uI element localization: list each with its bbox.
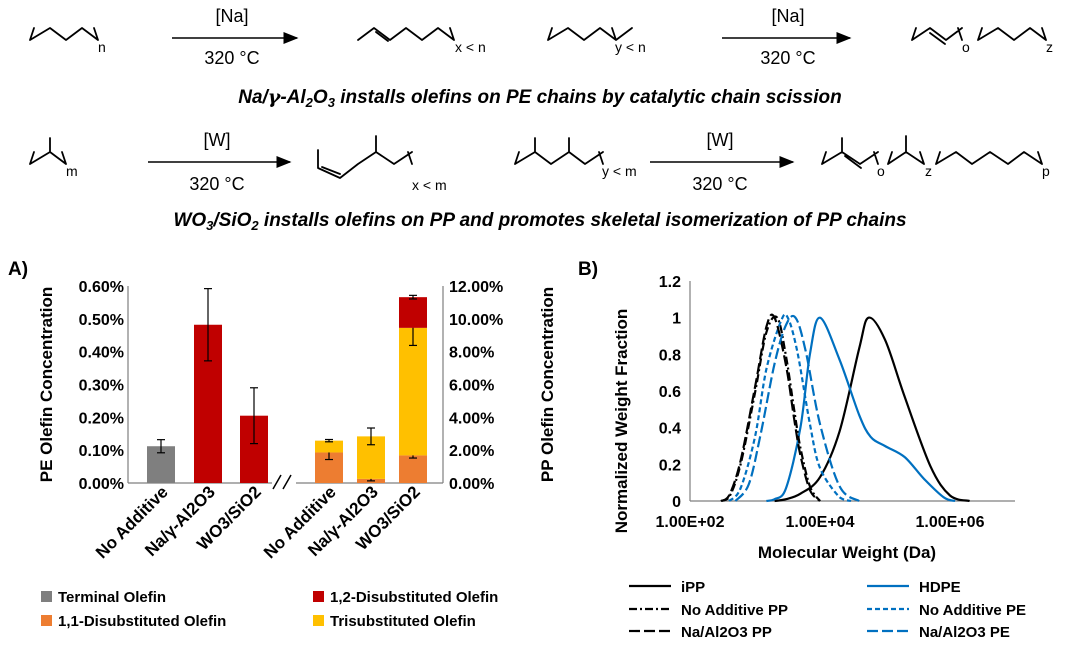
pp-y-tick-label: 10.00% bbox=[449, 312, 503, 329]
y-tick-label: 0.8 bbox=[659, 347, 681, 364]
pp-olefin-structure bbox=[317, 135, 413, 179]
pe-r2-temp: 320 °C bbox=[760, 48, 815, 68]
y-tick-label: 0.2 bbox=[659, 457, 681, 474]
legend-swatch-disub12 bbox=[313, 591, 324, 602]
pe-internal-olefin-structure bbox=[911, 27, 1047, 45]
bar-trisub bbox=[399, 327, 427, 456]
y-tick-label: 0 bbox=[672, 494, 681, 511]
pe-polymer-structure bbox=[29, 27, 99, 41]
pe-subscript-x-lt-n: x < n bbox=[455, 39, 486, 55]
pe-y-tick-label: 0.60% bbox=[79, 279, 124, 296]
pe-r1-catalyst: [Na] bbox=[215, 6, 248, 26]
pe-caption: Na/γ-Al2O3 installs olefins on PE chains… bbox=[238, 86, 842, 110]
pe-subscript-y-lt-n: y < n bbox=[615, 39, 646, 55]
pe-y-axis-title: PE Olefin Concentration bbox=[37, 287, 56, 483]
reaction-scheme: n [Na] 320 °C x < n y < n [Na] 320 °C o … bbox=[29, 6, 1053, 233]
pe-r2-catalyst: [Na] bbox=[771, 6, 804, 26]
pe-subscript-o: o bbox=[962, 39, 970, 55]
pp-subscript-x-lt-m: x < m bbox=[412, 177, 447, 193]
pp-y-tick-label: 12.00% bbox=[449, 279, 503, 296]
panel-b-label: B) bbox=[578, 259, 598, 280]
pp-y-tick-label: 2.00% bbox=[449, 443, 494, 460]
pe-y-tick-label: 0.00% bbox=[79, 476, 124, 493]
pp-y-tick-label: 8.00% bbox=[449, 345, 494, 362]
pp-y-tick-label: 4.00% bbox=[449, 410, 494, 427]
y-tick-label: 0.6 bbox=[659, 384, 681, 401]
pp-caption: WO3/SiO2 installs olefins on PP and prom… bbox=[173, 210, 906, 233]
x-axis-title: Molecular Weight (Da) bbox=[758, 543, 936, 562]
pp-subscript-y-lt-m: y < m bbox=[602, 163, 637, 179]
y-tick-label: 1 bbox=[672, 311, 681, 328]
pp-subscript-p: p bbox=[1042, 163, 1050, 179]
legend-label: Trisubstituted Olefin bbox=[330, 613, 476, 630]
pe-y-tick-label: 0.30% bbox=[79, 378, 124, 395]
series-line-na-al2o3-pe bbox=[734, 314, 860, 502]
pe-subscript-n: n bbox=[98, 39, 106, 55]
bar-disub11 bbox=[399, 455, 427, 483]
pp-r1-temp: 320 °C bbox=[189, 174, 244, 194]
pe-oligomer-structure bbox=[547, 27, 633, 41]
series-line-no-additive-pp bbox=[720, 315, 821, 503]
legend-label: No Additive PP bbox=[681, 602, 788, 619]
pp-isomerized-structure bbox=[821, 135, 1043, 169]
legend-label: HDPE bbox=[919, 579, 961, 596]
pe-y-tick-label: 0.10% bbox=[79, 443, 124, 460]
pp-y-tick-label: 0.00% bbox=[449, 476, 494, 493]
legend-label: Na/Al2O3 PE bbox=[919, 624, 1010, 641]
x-tick-label: 1.00E+02 bbox=[656, 514, 725, 531]
pp-subscript-z: z bbox=[925, 163, 932, 179]
pp-oligomer-structure bbox=[514, 137, 604, 165]
y-tick-label: 1.2 bbox=[659, 274, 681, 291]
pp-subscript-o: o bbox=[877, 163, 885, 179]
bar-disub12 bbox=[399, 297, 427, 328]
legend-label: Na/Al2O3 PP bbox=[681, 624, 772, 641]
axis-break-mark bbox=[272, 474, 282, 490]
pp-subscript-m: m bbox=[66, 163, 78, 179]
legend-swatch-disub11 bbox=[41, 615, 52, 626]
panel-a-bar-chart: A) 0.00% 0.10% 0.20% 0.30% 0.40% 0.50% 0.60% 0.… bbox=[8, 259, 557, 630]
legend-label: iPP bbox=[681, 579, 705, 596]
pp-polymer-structure bbox=[29, 137, 67, 165]
legend-label: 1,2-Disubstituted Olefin bbox=[330, 589, 498, 606]
pp-y-axis-title: PP Olefin Concentration bbox=[538, 287, 557, 482]
x-tick-label: 1.00E+06 bbox=[916, 514, 985, 531]
series-line-hdpe bbox=[766, 316, 956, 503]
pp-y-tick-label: 6.00% bbox=[449, 378, 494, 395]
pe-y-tick-label: 0.50% bbox=[79, 312, 124, 329]
pp-r2-temp: 320 °C bbox=[692, 174, 747, 194]
pe-y-tick-label: 0.40% bbox=[79, 345, 124, 362]
legend-swatch-terminal bbox=[41, 591, 52, 602]
panel-a-label: A) bbox=[8, 259, 28, 280]
pe-r1-temp: 320 °C bbox=[204, 48, 259, 68]
bar-trisub bbox=[315, 440, 343, 453]
series-line-ipp bbox=[774, 316, 970, 503]
y-tick-label: 0.4 bbox=[659, 421, 681, 438]
legend-label: 1,1-Disubstituted Olefin bbox=[58, 613, 226, 630]
legend-swatch-trisub bbox=[313, 615, 324, 626]
series-line-no-additive-pe bbox=[728, 313, 852, 503]
panel-b-line-chart: B) 0 0.2 0.4 0.6 0.8 1 1.2 1.00E+02 1.00E+04 1.00… bbox=[578, 259, 1026, 641]
pe-y-tick-label: 0.20% bbox=[79, 410, 124, 427]
legend-label: No Additive PE bbox=[919, 602, 1026, 619]
pp-r1-catalyst: [W] bbox=[204, 130, 231, 150]
series-line-na-al2o3-pp bbox=[720, 313, 821, 503]
pe-terminal-olefin-structure bbox=[357, 27, 455, 42]
axis-break-mark bbox=[282, 474, 292, 490]
x-tick-label: 1.00E+04 bbox=[786, 514, 855, 531]
y-axis-title: Normalized Weight Fraction bbox=[612, 309, 631, 534]
legend-label: Terminal Olefin bbox=[58, 589, 166, 606]
pe-subscript-z: z bbox=[1046, 39, 1053, 55]
pp-r2-catalyst: [W] bbox=[707, 130, 734, 150]
